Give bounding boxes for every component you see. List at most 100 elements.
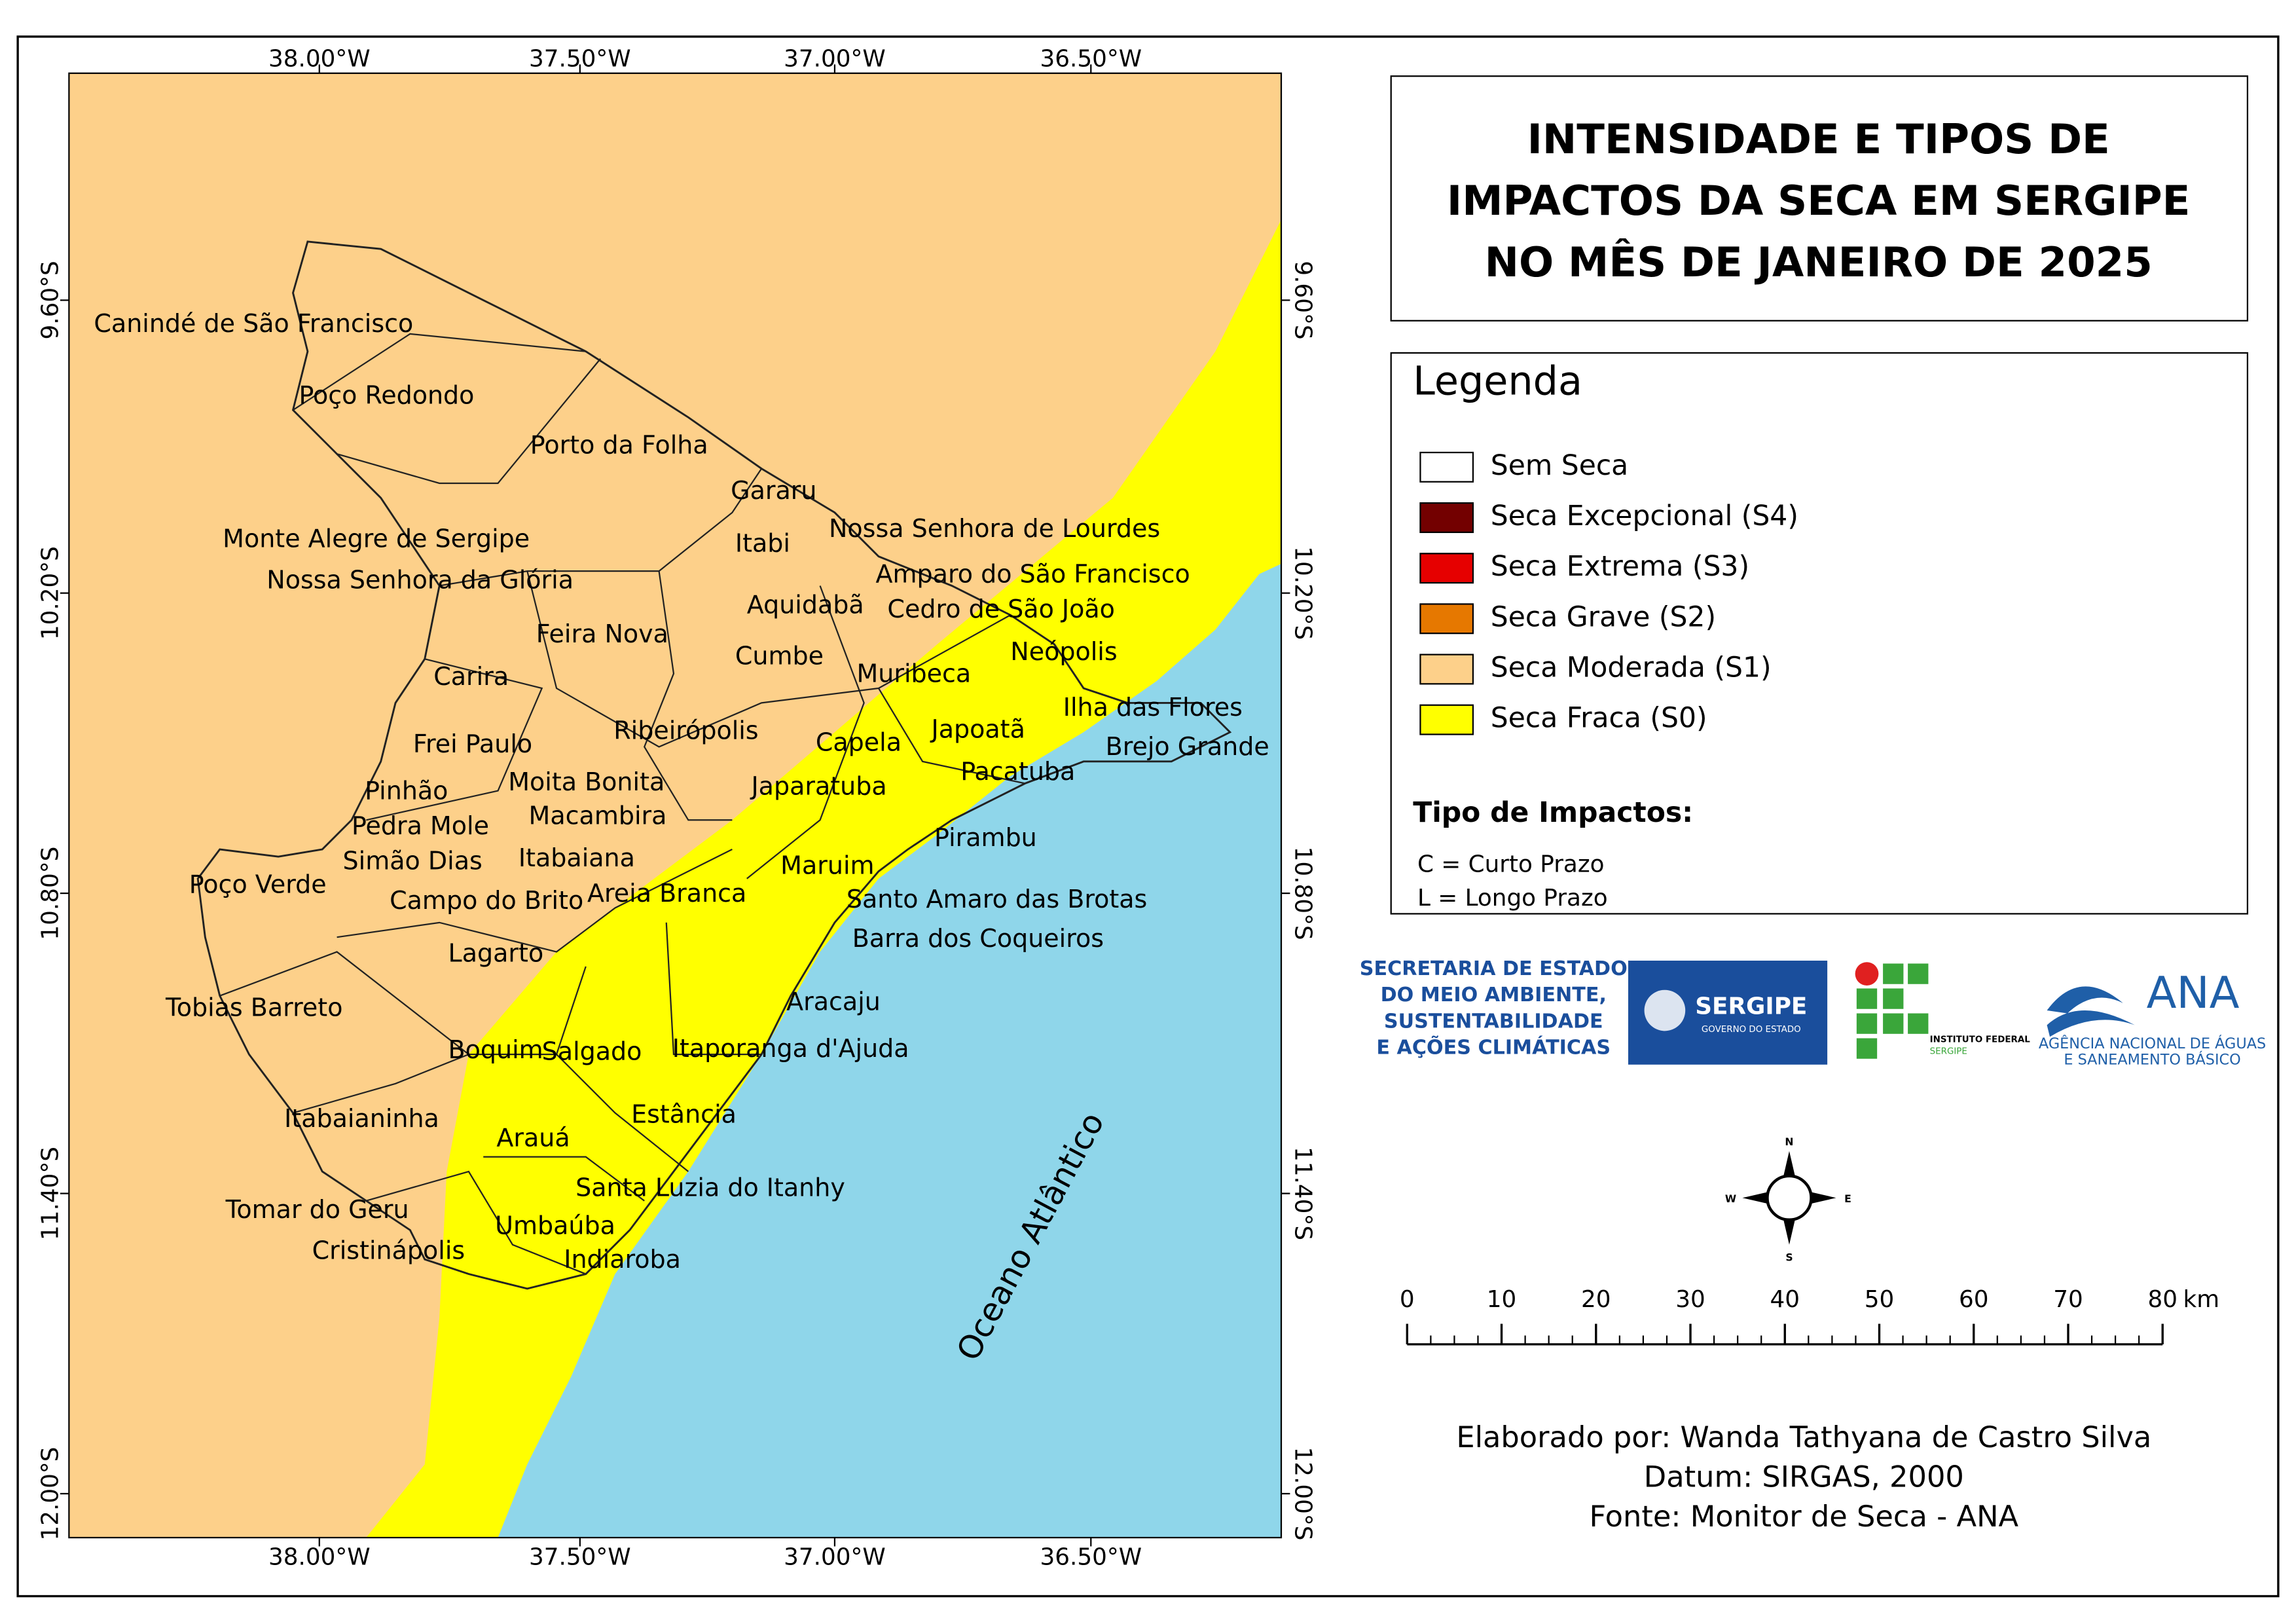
- weak-drought-area: [366, 219, 1281, 1538]
- semac-logo-text: SUSTENTABILIDADE: [1384, 1010, 1603, 1033]
- ocean: [498, 563, 1281, 1538]
- municipality-label: Pedra Mole: [352, 811, 489, 840]
- legend-label: Sem Seca: [1491, 450, 1628, 482]
- municipality-label: Monte Alegre de Sergipe: [223, 525, 530, 553]
- legend-box: [1390, 352, 2249, 915]
- scale-bar-label: 30: [1675, 1286, 1705, 1313]
- latitude-label: 12.00°S: [1289, 1447, 1316, 1540]
- municipality-label: Japaratuba: [750, 772, 886, 801]
- credit-line: Datum: SIRGAS, 2000: [1644, 1460, 1964, 1494]
- municipality-label: Japoatã: [930, 714, 1025, 743]
- municipality-label: Salgado: [542, 1037, 642, 1065]
- municipality-label: Maruim: [780, 851, 874, 879]
- legend-label: Seca Fraca (S0): [1491, 703, 1707, 735]
- municipality-label: Moita Bonita: [508, 767, 665, 796]
- latitude-label: 9.60°S: [1289, 261, 1316, 339]
- longitude-label: 36.50°W: [1040, 1543, 1142, 1570]
- scale-bar-label: 0: [1400, 1286, 1415, 1313]
- legend-swatch: [1419, 553, 1474, 584]
- compass: [1742, 1151, 1836, 1245]
- municipality-label: Tomar do Geru: [225, 1195, 409, 1224]
- municipality-label: Barra dos Coqueiros: [852, 924, 1104, 953]
- municipality-label: Nossa Senhora de Lourdes: [829, 514, 1160, 543]
- municipality-label: Neópolis: [1010, 637, 1117, 666]
- map-frame: [68, 72, 1283, 1539]
- municipality-label: Campo do Brito: [390, 886, 583, 915]
- municipality-label: Areia Branca: [587, 879, 746, 908]
- municipality-label: Itabaianinha: [284, 1104, 439, 1133]
- impact-type: C = Curto Prazo: [1417, 851, 1605, 878]
- ifs-logo-squares: [1856, 963, 1929, 1059]
- latitude-label: 9.60°S: [37, 261, 64, 339]
- municipality-label: Cedro de São João: [887, 595, 1114, 623]
- sergipe-logo-text: GOVERNO DO ESTADO: [1702, 1025, 1801, 1035]
- municipality-label: Umbaúba: [495, 1211, 615, 1240]
- municipality-label: Capela: [816, 728, 902, 757]
- semac-logo-text: DO MEIO AMBIENTE,: [1381, 984, 1607, 1006]
- latitude-label: 10.80°S: [37, 847, 64, 940]
- scale-bar-label: 20: [1581, 1286, 1611, 1313]
- longitude-label: 37.00°W: [784, 1543, 886, 1570]
- scale-bar-unit: km: [2183, 1286, 2220, 1313]
- state-outline: [196, 240, 1232, 1290]
- title-line: IMPACTOS DA SECA EM SERGIPE: [1447, 177, 2191, 225]
- municipality-label: Macambira: [529, 801, 667, 830]
- municipality-label: Pirambu: [934, 823, 1037, 852]
- municipality-label: Santo Amaro das Brotas: [847, 885, 1148, 913]
- scale-bar-label: 40: [1770, 1286, 1800, 1313]
- longitude-label: 37.50°W: [529, 1543, 631, 1570]
- municipality-label: Itabaiana: [519, 843, 635, 872]
- latitude-label: 11.40°S: [37, 1147, 64, 1240]
- legend-label: Seca Moderada (S1): [1491, 652, 1772, 684]
- latitude-label: 10.20°S: [1289, 546, 1316, 640]
- municipality-label: Lagarto: [448, 939, 544, 968]
- scale-bar-label: 60: [1959, 1286, 1989, 1313]
- municipality-label: Arauá: [496, 1123, 570, 1152]
- longitude-label: 38.00°W: [268, 1543, 371, 1570]
- municipality-label: Itaporanga d'Ajuda: [672, 1034, 909, 1063]
- latitude-label: 10.20°S: [37, 546, 64, 640]
- legend-label: Seca Grave (S2): [1491, 601, 1716, 633]
- semac-logo-text: E AÇÕES CLIMÁTICAS: [1376, 1035, 1611, 1060]
- municipality-label: Indiaroba: [564, 1245, 681, 1274]
- municipality-label: Estância: [631, 1100, 737, 1129]
- municipality-label: Canindé de São Francisco: [94, 309, 413, 338]
- sergipe-emblem: [1644, 989, 1686, 1031]
- legend-swatch: [1419, 603, 1474, 635]
- sergipe-logo-text: SERGIPE: [1695, 993, 1807, 1020]
- municipality-label: Gararu: [731, 476, 816, 505]
- title-line: NO MÊS DE JANEIRO DE 2025: [1485, 238, 2153, 286]
- scale-bar-label: 50: [1865, 1286, 1895, 1313]
- municipality-label: Simão Dias: [343, 847, 483, 876]
- municipality-label: Boquim: [448, 1035, 543, 1064]
- latitude-label: 10.80°S: [1289, 847, 1316, 940]
- municipality-label: Ilha das Flores: [1063, 693, 1243, 722]
- impact-types-title: Tipo de Impactos:: [1413, 797, 1693, 829]
- ana-logo-text: E SANEAMENTO BÁSICO: [2064, 1050, 2240, 1069]
- outer-frame: [16, 35, 2280, 1598]
- compass-letter: W: [1725, 1192, 1736, 1205]
- latitude-label: 11.40°S: [1289, 1147, 1316, 1240]
- semac-logo-text: SECRETARIA DE ESTADO: [1360, 957, 1628, 980]
- municipality-label: Pinhão: [365, 776, 448, 805]
- municipality-label: Ribeirópolis: [613, 716, 758, 745]
- municipal-borders: [219, 333, 1025, 1275]
- ifs-logo-text: SERGIPE: [1930, 1047, 1967, 1057]
- scale-bar-label: 70: [2053, 1286, 2083, 1313]
- municipality-label: Nossa Senhora da Glória: [266, 565, 574, 594]
- municipality-label: Tobias Barreto: [165, 993, 342, 1022]
- ifs-logo-dot: [1855, 962, 1879, 986]
- municipality-label: Brejo Grande: [1106, 732, 1269, 761]
- municipality-label: Poço Redondo: [299, 381, 474, 410]
- municipality-label: Cristinápolis: [312, 1236, 465, 1264]
- compass-letter: E: [1844, 1192, 1851, 1205]
- municipality-label: Poço Verde: [189, 870, 327, 898]
- ifs-logo-text: INSTITUTO FEDERAL: [1930, 1035, 2031, 1045]
- legend-swatch: [1419, 704, 1474, 735]
- latitude-label: 12.00°S: [37, 1447, 64, 1540]
- municipality-label: Aquidabã: [747, 590, 864, 619]
- municipality-label: Porto da Folha: [530, 431, 708, 460]
- title-box: [1390, 75, 2249, 322]
